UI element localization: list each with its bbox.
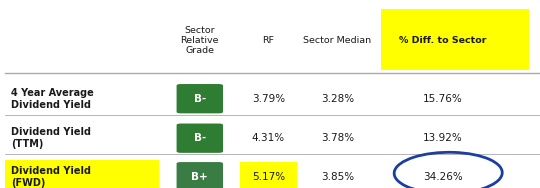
Text: 15.76%: 15.76%	[423, 94, 463, 104]
Text: % Diff. to Sector: % Diff. to Sector	[399, 36, 487, 45]
Text: B+: B+	[191, 172, 208, 182]
FancyBboxPatch shape	[177, 162, 223, 188]
Text: 3.85%: 3.85%	[321, 172, 354, 182]
Text: Sector Median: Sector Median	[303, 36, 372, 45]
Text: 5.17%: 5.17%	[252, 172, 285, 182]
Text: Dividend Yield
(FWD): Dividend Yield (FWD)	[11, 166, 91, 187]
Text: B-: B-	[194, 94, 206, 104]
Text: 4.31%: 4.31%	[252, 133, 285, 143]
Text: B-: B-	[194, 133, 206, 143]
Text: Dividend Yield
(TTM): Dividend Yield (TTM)	[11, 127, 91, 149]
Text: 3.78%: 3.78%	[321, 133, 354, 143]
Text: RF: RF	[262, 36, 274, 45]
FancyBboxPatch shape	[381, 9, 529, 70]
Text: 13.92%: 13.92%	[423, 133, 463, 143]
Text: 4 Year Average
Dividend Yield: 4 Year Average Dividend Yield	[11, 88, 93, 109]
FancyBboxPatch shape	[177, 84, 223, 113]
Text: Sector
Relative
Grade: Sector Relative Grade	[180, 26, 219, 55]
FancyBboxPatch shape	[177, 124, 223, 153]
Text: 34.26%: 34.26%	[423, 172, 463, 182]
FancyBboxPatch shape	[5, 160, 159, 188]
FancyBboxPatch shape	[240, 162, 297, 188]
Text: 3.28%: 3.28%	[321, 94, 354, 104]
Text: 3.79%: 3.79%	[252, 94, 285, 104]
